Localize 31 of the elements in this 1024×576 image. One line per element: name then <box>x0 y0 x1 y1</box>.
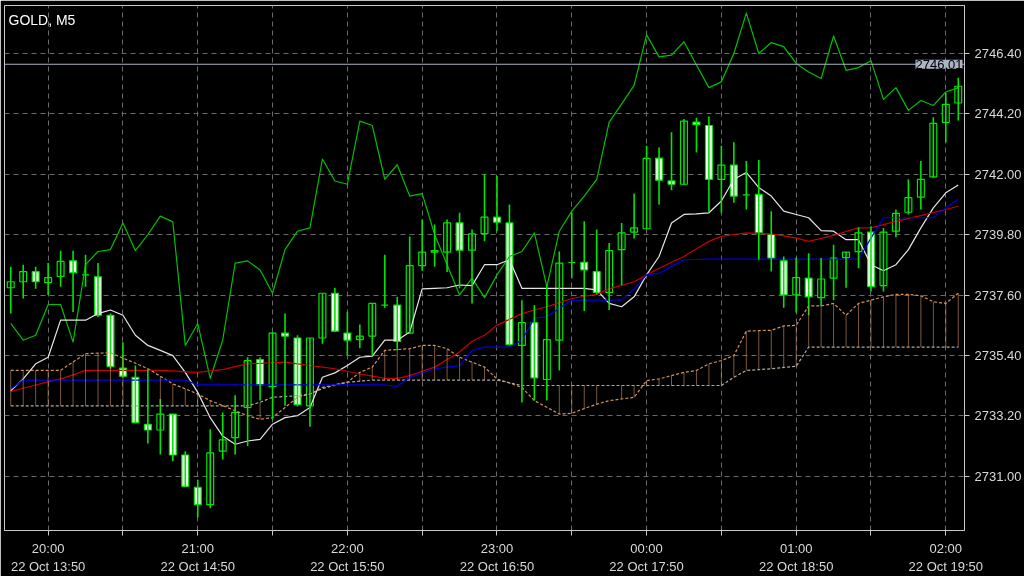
x-tick-label: 00:00 22 Oct 17:50 <box>609 540 684 574</box>
text: GOLD, M5 <box>8 11 76 28</box>
candlestick <box>505 203 514 347</box>
x-tick-label: 21:00 22 Oct 14:50 <box>160 540 235 574</box>
candlestick <box>318 292 327 345</box>
candlestick <box>430 223 439 268</box>
candlestick <box>293 334 302 408</box>
candlestick <box>879 227 888 293</box>
y-tick-label: 2739.80 <box>974 227 1022 243</box>
candlestick <box>667 131 676 192</box>
x-tick-label: 02:00 22 Oct 19:50 <box>908 540 984 574</box>
y-tick-label: 2733.20 <box>974 408 1022 424</box>
line-series <box>10 346 959 407</box>
y-tick-label: 2731.00 <box>974 468 1022 484</box>
x-tick-label: 22:00 22 Oct 15:50 <box>310 540 385 574</box>
x-tick-label: 23:00 22 Oct 16:50 <box>459 540 535 574</box>
candlestick <box>268 331 277 421</box>
ref-line-label: 2746.01 <box>915 56 963 72</box>
x-tick-label: 01:00 22 Oct 18:50 <box>758 540 834 574</box>
y-tick-label: 2737.60 <box>974 287 1022 303</box>
y-tick-label: 2735.40 <box>974 348 1022 364</box>
y-tick-label: 2744.20 <box>974 106 1022 122</box>
candlestick <box>642 145 651 230</box>
candlestick <box>218 411 227 461</box>
line-series <box>10 171 959 445</box>
candlestick <box>343 311 352 357</box>
y-tick-label: 2742.00 <box>974 166 1022 182</box>
y-tick-label: 2746.40 <box>974 46 1022 62</box>
x-tick-label: 20:00 22 Oct 13:50 <box>10 540 86 574</box>
candlestick <box>480 173 489 243</box>
candlestick <box>455 212 464 290</box>
